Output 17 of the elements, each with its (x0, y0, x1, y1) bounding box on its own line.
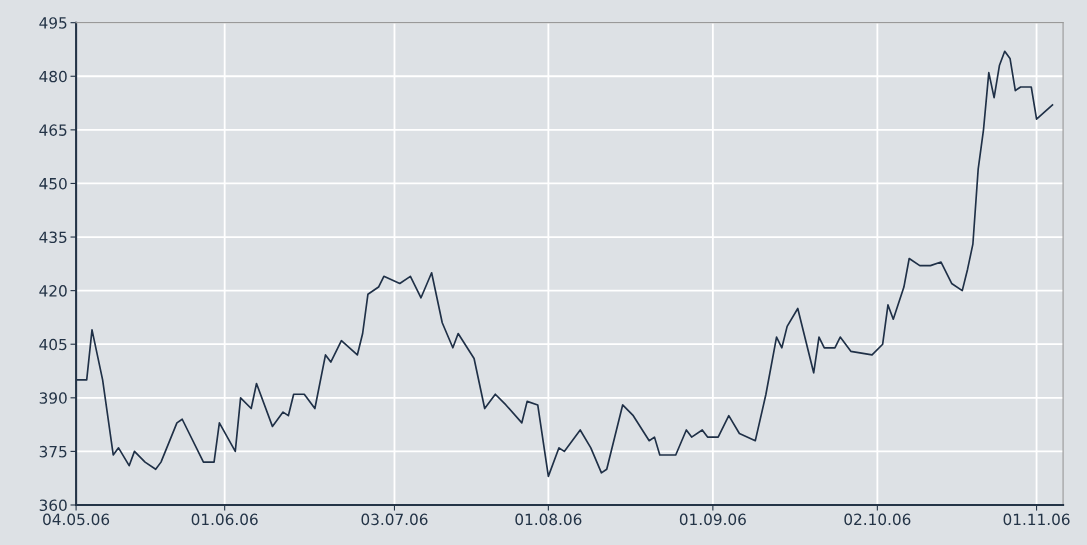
y-tick-label: 450 (39, 177, 67, 190)
y-tick-label: 495 (39, 17, 67, 29)
y-tick-label: 480 (39, 70, 67, 83)
y-tick-label: 360 (39, 499, 67, 512)
x-tick-label: 01.08.06 (515, 513, 582, 526)
x-tick-label: 03.07.06 (361, 513, 428, 526)
x-tick-label: 01.11.06 (1003, 513, 1070, 526)
y-tick-label: 465 (39, 124, 67, 136)
x-tick-label: 04.05.06 (43, 513, 110, 526)
x-tick-label: 02.10.06 (844, 513, 911, 526)
y-tick-label: 375 (39, 445, 67, 458)
y-tick-label: 405 (39, 338, 67, 351)
y-tick-label: 420 (39, 285, 67, 297)
x-tick-label: 01.06.06 (191, 513, 258, 526)
y-tick-label: 390 (39, 392, 67, 404)
y-tick-label: 435 (39, 231, 67, 244)
x-tick-label: 01.09.06 (679, 513, 746, 526)
